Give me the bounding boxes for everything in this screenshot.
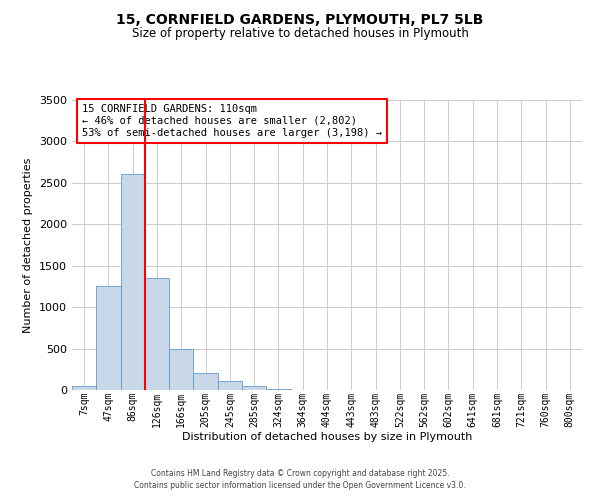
Bar <box>218 381 242 390</box>
Bar <box>266 389 290 390</box>
Bar <box>169 348 193 390</box>
Bar <box>193 374 218 390</box>
Text: Size of property relative to detached houses in Plymouth: Size of property relative to detached ho… <box>131 28 469 40</box>
Y-axis label: Number of detached properties: Number of detached properties <box>23 158 34 332</box>
Text: 15, CORNFIELD GARDENS, PLYMOUTH, PL7 5LB: 15, CORNFIELD GARDENS, PLYMOUTH, PL7 5LB <box>116 12 484 26</box>
Text: Contains HM Land Registry data © Crown copyright and database right 2025.: Contains HM Land Registry data © Crown c… <box>151 468 449 477</box>
X-axis label: Distribution of detached houses by size in Plymouth: Distribution of detached houses by size … <box>182 432 472 442</box>
Bar <box>145 278 169 390</box>
Bar <box>121 174 145 390</box>
Bar <box>72 386 96 390</box>
Text: 15 CORNFIELD GARDENS: 110sqm
← 46% of detached houses are smaller (2,802)
53% of: 15 CORNFIELD GARDENS: 110sqm ← 46% of de… <box>82 104 382 138</box>
Bar <box>242 386 266 390</box>
Text: Contains public sector information licensed under the Open Government Licence v3: Contains public sector information licen… <box>134 481 466 490</box>
Bar <box>96 286 121 390</box>
